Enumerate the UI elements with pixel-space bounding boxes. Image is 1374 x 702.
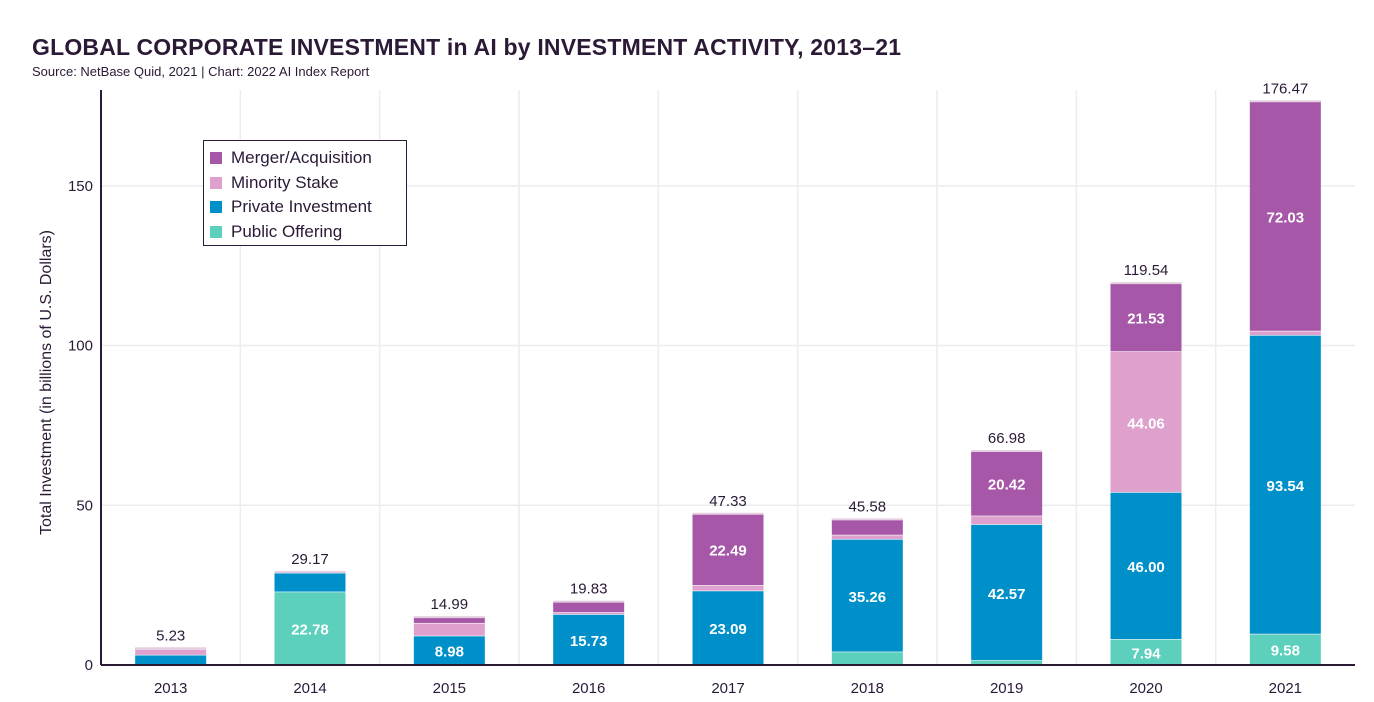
segment-value-label: 23.09 xyxy=(709,621,747,638)
bar-segment xyxy=(135,649,207,655)
segment-value-label: 72.03 xyxy=(1267,209,1305,226)
segment-value-label: 35.26 xyxy=(849,589,887,606)
bar-segment xyxy=(1249,331,1321,335)
bar-segment xyxy=(1249,101,1321,331)
bar-segment xyxy=(971,516,1043,525)
bar-total-label: 29.17 xyxy=(291,551,329,568)
bar-segment xyxy=(1110,283,1182,352)
legend-label: Private Investment xyxy=(231,197,372,217)
chart-title: GLOBAL CORPORATE INVESTMENT in AI by INV… xyxy=(32,34,902,60)
bar-total-label: 119.54 xyxy=(1124,262,1169,279)
segment-value-label: 7.94 xyxy=(1131,645,1161,662)
bar-segment xyxy=(831,652,903,665)
bar-segment xyxy=(1249,634,1321,665)
bar-segment xyxy=(1110,492,1182,640)
bar-total-label: 176.47 xyxy=(1262,80,1308,97)
legend-swatch xyxy=(210,176,222,189)
legend-swatch xyxy=(210,152,222,165)
bar-segment xyxy=(135,655,207,665)
segment-value-label: 8.98 xyxy=(435,644,464,661)
legend-item-merger-acquisition: Merger/Acquisition xyxy=(210,146,406,171)
x-tick-label: 2013 xyxy=(154,680,187,697)
segment-value-label: 21.53 xyxy=(1127,311,1165,328)
x-tick-label: 2018 xyxy=(851,680,884,697)
bar-segment xyxy=(1110,639,1182,665)
legend-item-public-offering: Public Offering xyxy=(210,220,406,245)
segment-value-label: 22.78 xyxy=(291,622,329,639)
segment-value-label: 15.73 xyxy=(570,633,608,650)
bar-total-label: 47.33 xyxy=(709,493,747,510)
x-tick-label: 2015 xyxy=(433,680,466,697)
x-tick-label: 2014 xyxy=(293,680,326,697)
bar-segment xyxy=(413,623,485,636)
x-tick-label: 2020 xyxy=(1129,680,1162,697)
segment-value-label: 46.00 xyxy=(1127,559,1165,576)
y-tick-label: 150 xyxy=(68,178,93,195)
x-tick-label: 2021 xyxy=(1269,680,1302,697)
legend-label: Public Offering xyxy=(231,221,343,241)
legend-swatch xyxy=(210,201,222,214)
legend-label: Merger/Acquisition xyxy=(231,148,372,168)
bar-segment xyxy=(971,451,1043,516)
y-tick-label: 0 xyxy=(85,657,93,674)
bar-segment xyxy=(413,636,485,665)
legend-swatch xyxy=(210,225,222,238)
bar-segment xyxy=(831,535,903,539)
bar-total-label: 66.98 xyxy=(988,430,1026,447)
legend-item-private-investment: Private Investment xyxy=(210,195,406,220)
y-axis-label: Total Investment (in billions of U.S. Do… xyxy=(38,230,55,535)
bar-segment xyxy=(553,612,625,615)
bar-total-label: 5.23 xyxy=(156,627,185,644)
segment-value-label: 20.42 xyxy=(988,477,1026,494)
bar-segment xyxy=(831,539,903,652)
legend-label: Minority Stake xyxy=(231,172,339,192)
bar-segment xyxy=(831,519,903,535)
segment-value-label: 22.49 xyxy=(709,543,747,560)
y-tick-label: 100 xyxy=(68,338,93,355)
bar-segment xyxy=(692,513,764,586)
bar-segment xyxy=(692,585,764,591)
x-tick-label: 2017 xyxy=(711,680,744,697)
bar-segment xyxy=(553,614,625,665)
legend: Merger/Acquisition Minority Stake Privat… xyxy=(203,140,407,246)
bar-total-label: 14.99 xyxy=(431,596,469,613)
bar-segment xyxy=(1249,335,1321,634)
bar-total-label: 19.83 xyxy=(570,581,608,598)
bar-total-label: 45.58 xyxy=(849,498,887,515)
bar-segment xyxy=(413,617,485,623)
bar-segment xyxy=(274,573,346,592)
bar-segment xyxy=(1110,351,1182,493)
bar-segment xyxy=(971,524,1043,661)
bar-segment xyxy=(692,591,764,665)
chart-source: Source: NetBase Quid, 2021 | Chart: 2022… xyxy=(32,64,370,79)
segment-value-label: 42.57 xyxy=(988,586,1026,603)
segment-value-label: 9.58 xyxy=(1271,643,1300,660)
segment-value-label: 44.06 xyxy=(1127,415,1165,432)
x-tick-label: 2016 xyxy=(572,680,605,697)
bar-segment xyxy=(274,592,346,665)
segment-value-label: 93.54 xyxy=(1267,478,1305,495)
bar-segment xyxy=(553,601,625,613)
bar-segment xyxy=(971,660,1043,665)
legend-item-minority-stake: Minority Stake xyxy=(210,171,406,196)
x-tick-label: 2019 xyxy=(990,680,1023,697)
y-tick-label: 50 xyxy=(76,497,93,514)
